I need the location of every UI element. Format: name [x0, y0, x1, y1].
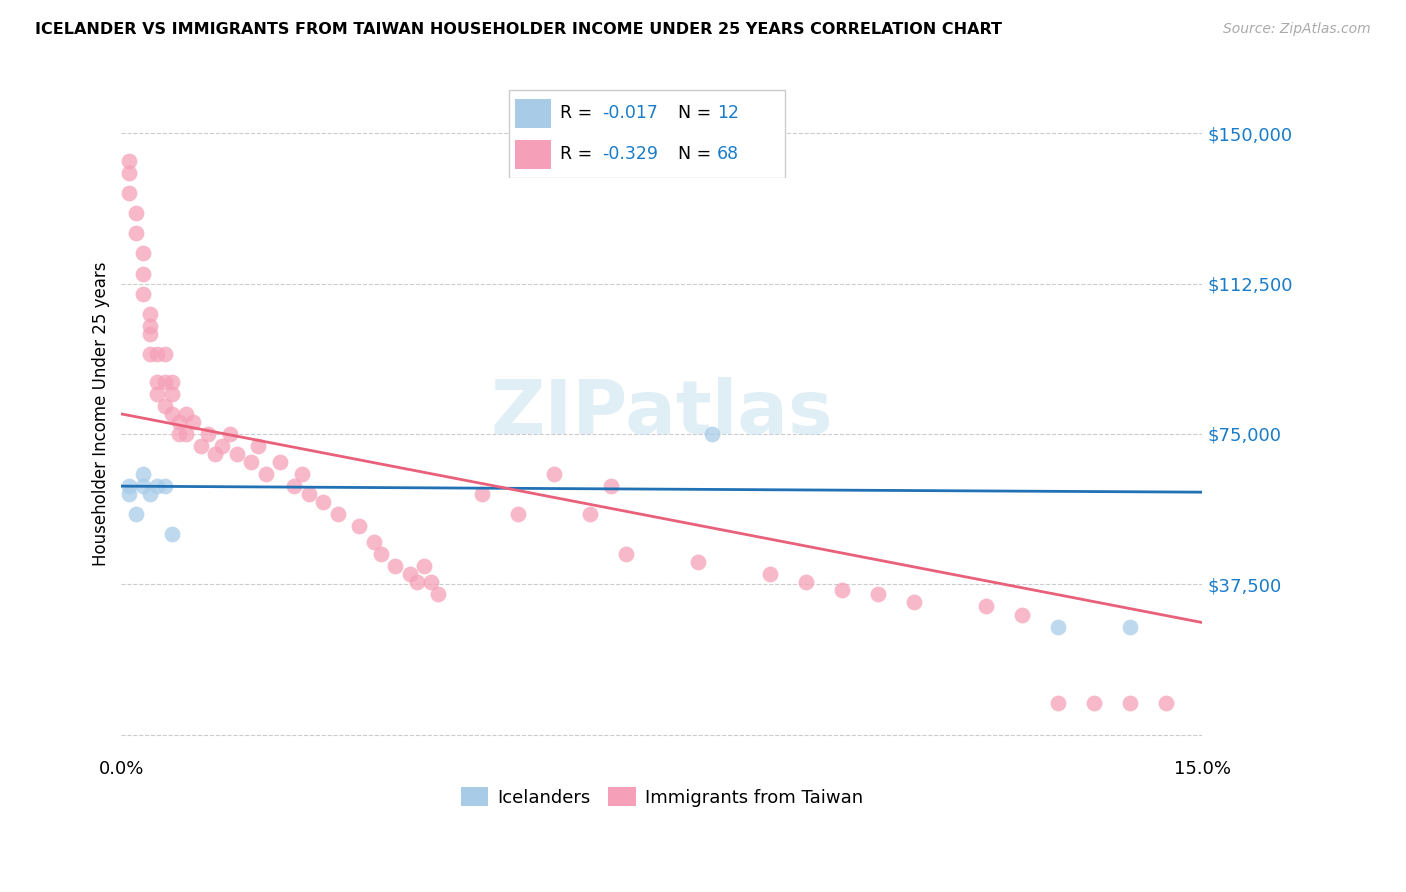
Y-axis label: Householder Income Under 25 years: Householder Income Under 25 years [93, 261, 110, 566]
Point [117, 487, 139, 501]
Text: Source: ZipAtlas.com: Source: ZipAtlas.com [1223, 22, 1371, 37]
Point [600, 479, 623, 493]
Point [759, 567, 782, 582]
Point [146, 347, 169, 361]
FancyBboxPatch shape [509, 90, 785, 178]
Point [125, 507, 148, 521]
Text: 68: 68 [717, 145, 740, 163]
Point [139, 318, 162, 333]
Point [1083, 696, 1105, 710]
Point [211, 439, 233, 453]
Point [427, 587, 450, 601]
Point [1047, 619, 1070, 633]
Text: ZIPatlas: ZIPatlas [491, 377, 834, 450]
Text: N =: N = [678, 104, 717, 122]
Point [218, 427, 240, 442]
Point [420, 575, 443, 590]
Point [1047, 696, 1070, 710]
Point [702, 427, 724, 442]
FancyBboxPatch shape [515, 140, 551, 169]
Point [686, 555, 709, 569]
Point [974, 599, 997, 614]
Point [1119, 696, 1142, 710]
Point [146, 479, 169, 493]
Point [312, 495, 335, 509]
Point [153, 375, 176, 389]
Point [132, 246, 155, 260]
Point [225, 447, 247, 461]
Point [794, 575, 817, 590]
Point [363, 535, 385, 549]
Point [543, 467, 565, 482]
Point [132, 267, 155, 281]
Point [1011, 607, 1033, 622]
Point [903, 595, 925, 609]
Point [132, 286, 155, 301]
Point [146, 375, 169, 389]
Point [1119, 619, 1142, 633]
Point [153, 399, 176, 413]
Point [614, 547, 637, 561]
Point [132, 467, 155, 482]
Point [160, 387, 183, 401]
Legend: Icelanders, Immigrants from Taiwan: Icelanders, Immigrants from Taiwan [454, 780, 870, 814]
Point [117, 166, 139, 180]
Point [204, 447, 226, 461]
Point [174, 427, 197, 442]
Point [578, 507, 600, 521]
Point [1154, 696, 1177, 710]
Point [160, 527, 183, 541]
Point [370, 547, 392, 561]
Point [247, 439, 270, 453]
Point [117, 154, 139, 169]
Text: N =: N = [678, 145, 717, 163]
Point [167, 427, 190, 442]
Point [866, 587, 889, 601]
Point [831, 583, 853, 598]
Point [160, 407, 183, 421]
Point [153, 479, 176, 493]
Point [139, 347, 162, 361]
Point [139, 307, 162, 321]
Point [183, 415, 205, 429]
Point [405, 575, 427, 590]
Point [174, 407, 197, 421]
Point [240, 455, 263, 469]
Point [254, 467, 277, 482]
Point [413, 559, 436, 574]
Text: R =: R = [560, 145, 598, 163]
Text: -0.017: -0.017 [602, 104, 658, 122]
Point [139, 487, 162, 501]
Point [160, 375, 183, 389]
Point [125, 227, 148, 241]
Point [398, 567, 420, 582]
Text: R =: R = [560, 104, 598, 122]
Point [132, 479, 155, 493]
Point [197, 427, 219, 442]
Point [506, 507, 529, 521]
Point [290, 467, 312, 482]
Point [139, 326, 162, 341]
Point [146, 387, 169, 401]
FancyBboxPatch shape [515, 99, 551, 128]
Point [269, 455, 291, 469]
Text: -0.329: -0.329 [602, 145, 658, 163]
Text: ICELANDER VS IMMIGRANTS FROM TAIWAN HOUSEHOLDER INCOME UNDER 25 YEARS CORRELATIO: ICELANDER VS IMMIGRANTS FROM TAIWAN HOUS… [35, 22, 1002, 37]
Point [117, 479, 139, 493]
Point [117, 186, 139, 201]
Point [384, 559, 406, 574]
Point [347, 519, 370, 533]
Point [326, 507, 349, 521]
Point [283, 479, 305, 493]
Point [153, 347, 176, 361]
Point [190, 439, 212, 453]
Point [298, 487, 321, 501]
Text: 12: 12 [717, 104, 740, 122]
Point [471, 487, 494, 501]
Point [167, 415, 190, 429]
Point [125, 206, 148, 220]
